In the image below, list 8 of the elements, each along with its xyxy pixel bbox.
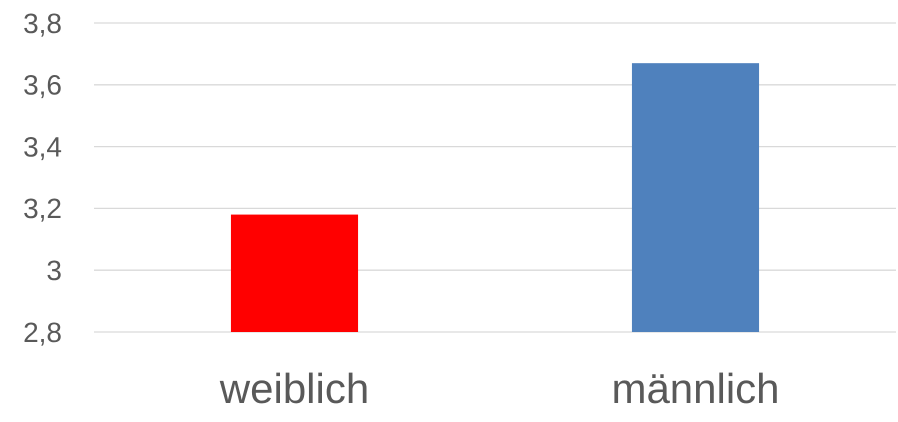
x-tick-label: weiblich: [218, 365, 370, 412]
y-tick-label: 3: [46, 255, 62, 286]
y-tick-label: 3,6: [23, 70, 62, 101]
x-tick-label: männlich: [611, 365, 780, 412]
y-tick-label: 3,2: [23, 193, 62, 224]
y-tick-label: 2,8: [23, 316, 62, 348]
y-tick-label: 3,8: [23, 8, 62, 39]
y-tick-label: 3,4: [23, 131, 62, 162]
